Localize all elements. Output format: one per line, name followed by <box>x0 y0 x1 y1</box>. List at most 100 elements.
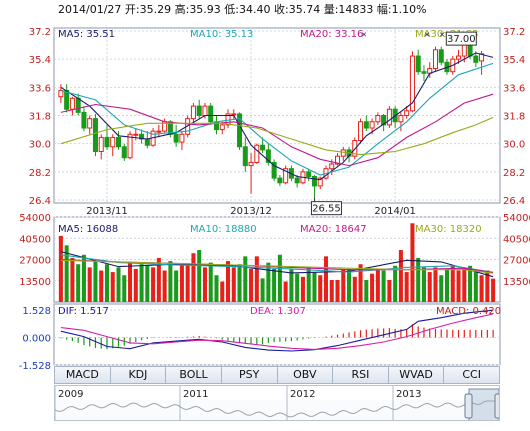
volume-bar <box>352 276 357 302</box>
candle-body <box>375 115 381 123</box>
price-ytick-right: 37.2 <box>503 27 525 38</box>
candle-body <box>294 177 300 184</box>
price-ytick-left: 26.4 <box>29 196 51 207</box>
volume-ma10-line <box>60 254 494 273</box>
candle-body <box>81 111 87 129</box>
price-ytick-left: 37.2 <box>29 27 51 38</box>
candle-body <box>98 136 104 152</box>
candle-body <box>398 115 404 123</box>
price-ytick-right: 26.4 <box>503 196 525 207</box>
candle-body <box>311 176 317 187</box>
navigator-right-handle[interactable] <box>494 393 500 419</box>
navigator-year-label: 2011 <box>183 389 208 400</box>
candle-body <box>265 149 271 163</box>
price-ytick-left: 33.6 <box>29 83 51 94</box>
indicator-tab-bar: MACD KDJ BOLL PSY OBV RSI WVAD CCI <box>54 366 500 384</box>
tab-kdj[interactable]: KDJ <box>111 367 167 383</box>
volume-ma-legend-3: MA20: 18647 <box>300 224 367 235</box>
volume-bar <box>375 268 380 302</box>
volume-bar <box>128 262 133 302</box>
candle-body <box>219 124 225 131</box>
candle-body <box>231 113 237 116</box>
volume-ma5-line <box>60 251 494 278</box>
volume-ytick-right: 27000 <box>503 256 530 267</box>
volume-bar <box>70 257 75 302</box>
price-xtick: 2013/12 <box>230 206 272 217</box>
timeline-navigator[interactable]: 2009 2011 2012 2013 <box>54 385 500 421</box>
candle-body <box>139 133 145 140</box>
tab-cci[interactable]: CCI <box>462 368 481 381</box>
tab-obv[interactable]: OBV <box>278 367 334 383</box>
price-ma10-line <box>60 62 494 176</box>
volume-bar <box>398 250 403 302</box>
navigator-left-handle[interactable] <box>464 393 473 419</box>
volume-ma-legend-2: MA10: 18880 <box>190 224 257 235</box>
volume-bar <box>58 235 63 302</box>
price-ytick-right: 30.0 <box>503 140 525 151</box>
navigator-canvas[interactable]: 2009 2011 2012 2013 <box>55 386 500 421</box>
navigator-window[interactable] <box>468 388 499 421</box>
price-ytick-left: 30.0 <box>29 140 51 151</box>
tab-wvad[interactable]: WVAD <box>389 367 445 383</box>
volume-bar <box>485 270 490 302</box>
volume-bar <box>122 275 127 302</box>
volume-bar <box>312 272 317 302</box>
volume-bar <box>214 275 219 302</box>
candle-body <box>415 55 421 73</box>
volume-bar <box>225 261 231 302</box>
volume-bar <box>99 270 104 302</box>
volume-ytick-right: 54000 <box>503 213 530 224</box>
macd-dif-line <box>60 309 494 352</box>
volume-ma-legend-1: MA5: 16088 <box>58 224 118 235</box>
volume-bar <box>93 261 98 302</box>
candle-body <box>260 144 266 151</box>
price-ytick-left: 35.4 <box>29 55 51 66</box>
volume-bar <box>444 268 450 302</box>
volume-bar <box>220 281 225 302</box>
tab-boll[interactable]: BOLL <box>166 367 222 383</box>
macd-panel-frame <box>53 303 501 366</box>
candle-body <box>144 138 150 146</box>
candle-body <box>179 133 185 143</box>
price-ytick-left: 31.8 <box>29 112 51 123</box>
price-ma20-line <box>60 93 494 167</box>
candle-body <box>421 71 427 74</box>
navigator-year-label: 2012 <box>290 389 315 400</box>
tab-rsi[interactable]: RSI <box>333 367 389 383</box>
tab-macd[interactable]: MACD <box>55 367 111 383</box>
tab-psy[interactable]: PSY <box>222 367 278 383</box>
volume-bar <box>381 270 386 302</box>
candle-body <box>92 118 98 152</box>
volume-ma-legend-4: MA30: 18320 <box>415 224 482 235</box>
volume-bar <box>272 268 277 302</box>
candle-body <box>248 161 254 167</box>
high-marker-label: 37.00 <box>447 34 476 45</box>
candle-body <box>133 133 139 136</box>
close-label: 收: <box>271 2 289 16</box>
volume-bar <box>370 273 375 302</box>
volume-bar <box>87 267 92 302</box>
candle-body <box>473 55 479 63</box>
price-ytick-right: 35.4 <box>503 55 525 66</box>
price-xtick: 2013/11 <box>86 206 128 217</box>
volume-bar <box>179 264 184 302</box>
macd-ytick-left: 0.000 <box>22 334 51 345</box>
macd-dea-legend: DEA: 1.307 <box>250 306 306 317</box>
volume-bar <box>231 267 236 302</box>
volume-ytick-left: 13500 <box>19 277 51 288</box>
volume-bar <box>341 268 346 302</box>
volume-bar <box>145 265 150 302</box>
price-panel-frame <box>53 27 501 204</box>
low-marker-box <box>310 201 342 216</box>
volume-bar <box>151 267 156 302</box>
volume-ytick-left: 54000 <box>19 213 51 224</box>
volume-bar <box>364 279 369 302</box>
quote-date: 2014/01/27 <box>58 3 121 16</box>
volume-bar <box>450 265 455 302</box>
candle-body <box>115 136 122 148</box>
low-marker-label: 26.55 <box>312 204 341 215</box>
price-xtick: 2014/01 <box>374 206 416 217</box>
volume-bar <box>439 275 444 302</box>
volume-bar <box>427 272 432 302</box>
candle-body <box>283 168 289 184</box>
